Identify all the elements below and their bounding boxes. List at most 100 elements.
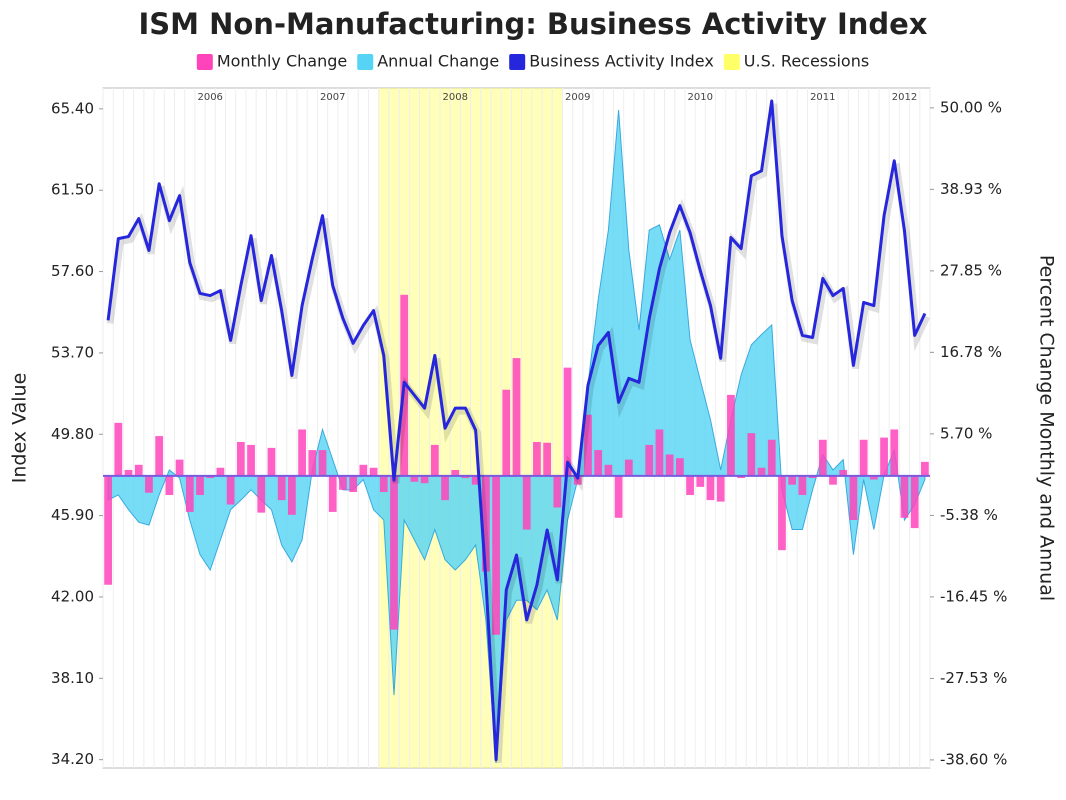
monthly-change-bar — [267, 447, 276, 476]
monthly-change-bar — [910, 475, 919, 529]
monthly-change-bar — [869, 475, 878, 480]
y2-axis-title: Percent Change Monthly and Annual — [1036, 255, 1058, 601]
legend-label: U.S. Recessions — [744, 52, 869, 71]
monthly-change-bar — [145, 475, 153, 493]
monthly-change-bar — [798, 475, 807, 495]
monthly-change-bar — [379, 475, 388, 493]
y2-tick-label: 27.85 % — [940, 261, 1002, 279]
monthly-change-bar — [727, 394, 735, 476]
annual-change-area — [107, 110, 926, 763]
chart-title: ISM Non-Manufacturing: Business Activity… — [138, 7, 927, 41]
monthly-change-bar — [502, 389, 511, 476]
monthly-change-bar — [808, 475, 817, 479]
y-tick-label: 53.70 — [51, 343, 94, 361]
monthly-change-bar — [665, 454, 674, 476]
monthly-change-bar — [604, 464, 613, 476]
monthly-change-bar — [196, 475, 204, 495]
monthly-change-bar — [757, 467, 766, 476]
monthly-change-bar — [675, 458, 684, 476]
x-tick-label: 2007 — [320, 92, 345, 103]
monthly-change-bar — [696, 475, 705, 487]
monthly-change-bar — [584, 414, 592, 476]
y-tick-label: 34.20 — [51, 750, 94, 768]
monthly-change-bar — [114, 422, 123, 476]
monthly-change-bar — [624, 459, 633, 476]
legend-swatch — [509, 54, 526, 70]
monthly-change-bar — [471, 475, 480, 485]
legend: Monthly Change Annual Change Business Acti… — [196, 52, 869, 71]
monthly-change-bar — [134, 464, 143, 476]
legend-label: Business Activity Index — [529, 52, 714, 71]
monthly-change-bar — [390, 475, 398, 630]
y2-tick-label: -38.60 % — [940, 750, 1007, 768]
monthly-change-bar — [573, 475, 582, 485]
legend-label: Annual Change — [377, 52, 499, 71]
monthly-change-bar — [543, 442, 552, 476]
monthly-change-bar — [829, 475, 837, 485]
y-tick-label: 61.50 — [51, 181, 94, 199]
monthly-change-bar — [900, 475, 909, 518]
monthly-change-bar — [277, 475, 286, 501]
monthly-change-bar — [849, 475, 858, 520]
monthly-change-bar — [318, 450, 327, 476]
monthly-change-bar — [880, 437, 888, 476]
monthly-change-bar — [686, 475, 694, 495]
y2-tick-label: -5.38 % — [940, 506, 998, 524]
monthly-change-bar — [410, 475, 419, 482]
monthly-change-bar — [308, 450, 317, 476]
x-tick-label: 2008 — [443, 92, 468, 103]
monthly-change-bar — [339, 475, 347, 490]
y2-tick-label: 38.93 % — [940, 180, 1002, 198]
monthly-change-bar — [553, 475, 562, 508]
y-tick-label: 38.10 — [51, 669, 94, 687]
y-tick-label: 42.00 — [51, 587, 94, 605]
monthly-change-bar — [522, 475, 531, 530]
monthly-change-bar — [737, 475, 745, 479]
y-tick-label: 65.40 — [51, 99, 94, 117]
monthly-change-bar — [859, 439, 868, 476]
monthly-change-bar — [747, 433, 756, 476]
monthly-change-bar — [594, 450, 603, 476]
monthly-change-bar — [298, 429, 306, 476]
y-tick-label: 57.60 — [51, 262, 94, 280]
x-tick-label: 2009 — [565, 92, 590, 103]
monthly-change-bar — [236, 441, 245, 476]
monthly-change-bar — [563, 367, 572, 476]
monthly-change-bar — [921, 461, 929, 476]
legend-swatch — [196, 54, 213, 70]
monthly-change-bar — [359, 464, 368, 476]
monthly-change-bar — [614, 475, 623, 518]
legend-swatch — [357, 54, 374, 70]
monthly-change-bar — [890, 429, 899, 476]
monthly-change-bar — [481, 475, 490, 572]
monthly-change-bar — [533, 441, 541, 476]
monthly-change-bar — [185, 475, 194, 512]
monthly-change-bar — [369, 467, 378, 476]
x-tick-label: 2011 — [810, 92, 835, 103]
y-axis-title: Index Value — [9, 373, 31, 484]
monthly-change-bar — [175, 459, 184, 476]
monthly-change-bar — [328, 475, 337, 512]
y2-tick-label: 5.70 % — [940, 424, 992, 442]
monthly-change-bar — [655, 429, 664, 476]
y2-tick-label: -27.53 % — [940, 669, 1007, 687]
monthly-change-bar — [124, 469, 133, 476]
monthly-change-bar — [349, 475, 358, 493]
monthly-change-bar — [839, 469, 848, 476]
monthly-change-bar — [155, 436, 164, 476]
legend-swatch — [723, 54, 740, 70]
monthly-change-bar — [645, 444, 654, 476]
monthly-change-bar — [461, 475, 470, 479]
business-activity-line — [106, 99, 927, 762]
y2-tick-label: -16.45 % — [940, 587, 1007, 605]
monthly-change-bar — [257, 475, 266, 513]
y-tick-label: 49.80 — [51, 425, 94, 443]
y2-tick-label: 50.00 % — [940, 98, 1002, 116]
monthly-change-bar — [441, 475, 449, 501]
monthly-change-bar — [226, 475, 235, 505]
monthly-change-bar — [512, 358, 521, 476]
monthly-change-bar — [706, 475, 715, 501]
monthly-change-bar — [767, 439, 776, 476]
y-tick-label: 45.90 — [51, 506, 94, 524]
